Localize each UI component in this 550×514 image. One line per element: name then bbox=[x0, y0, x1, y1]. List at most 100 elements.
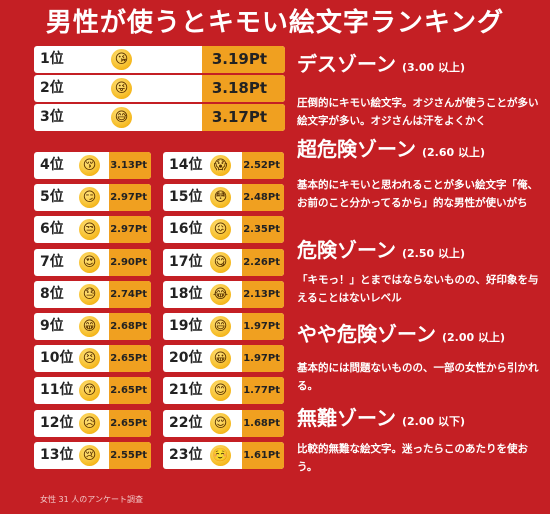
score-value: 2.65Pt bbox=[110, 417, 147, 429]
emoji-icon: 😂 bbox=[210, 283, 231, 305]
ranking-row: 8位 😓 2.74Pt bbox=[34, 280, 151, 308]
ranking-row: 1位 😘 3.19Pt bbox=[34, 46, 285, 73]
ranking-row: 5位 😏 2.97Pt bbox=[34, 184, 151, 212]
score-bar bbox=[242, 248, 284, 276]
ranking-row: 22位 😌 1.68Pt bbox=[163, 409, 284, 437]
ranking-row: 7位 😍 2.90Pt bbox=[34, 248, 151, 276]
score-bar bbox=[109, 280, 151, 308]
ranking-row: 4位 😚 3.13Pt bbox=[34, 152, 151, 179]
score-bar bbox=[242, 280, 284, 308]
score-bar bbox=[242, 184, 284, 212]
page-title: 男性が使うとキモい絵文字ランキング bbox=[45, 8, 505, 38]
zone-somewhat-dangerous-desc: 基本的には問題ないものの、一部の女性から引かれる。 bbox=[297, 362, 539, 392]
rank-label: 20位 bbox=[169, 350, 203, 367]
rank-label: 6位 bbox=[40, 221, 64, 238]
emoji-icon: 😱 bbox=[210, 155, 231, 176]
score-value: 2.65Pt bbox=[110, 385, 147, 397]
ranking-row: 12位 😥 2.65Pt bbox=[34, 409, 151, 437]
emoji-icon: 😍 bbox=[79, 251, 100, 273]
rank-label: 10位 bbox=[40, 350, 74, 367]
zone-dangerous-desc: 「キモっ！」とまではならないものの、好印象を与えることはないレベル bbox=[297, 274, 539, 304]
emoji-icon: 😁 bbox=[79, 316, 100, 337]
rank-label: 11位 bbox=[40, 382, 74, 399]
rank-label: 18位 bbox=[169, 285, 203, 302]
rank-label: 16位 bbox=[169, 221, 203, 238]
footnote: 女性 31 人のアンケート調査 bbox=[40, 495, 143, 504]
score-value: 2.26Pt bbox=[243, 256, 280, 268]
score-value: 3.13Pt bbox=[110, 160, 147, 171]
score-bar bbox=[242, 345, 284, 373]
ranking-row: 18位 😂 2.13Pt bbox=[163, 280, 284, 308]
ranking-row: 16位 😖 2.35Pt bbox=[163, 216, 284, 244]
emoji-icon: 😌 bbox=[210, 412, 231, 434]
score-bar bbox=[109, 248, 151, 276]
rank-label: 14位 bbox=[169, 157, 203, 173]
rank-label: 3位 bbox=[40, 109, 64, 125]
emoji-icon: 😳 bbox=[210, 187, 231, 209]
score-value: 1.77Pt bbox=[243, 385, 280, 397]
zone-death-heading: デスゾーン (3.00 以上) bbox=[297, 52, 466, 76]
rank-label: 7位 bbox=[40, 253, 64, 270]
score-value: 1.68Pt bbox=[243, 417, 280, 429]
score-value: 3.19Pt bbox=[211, 50, 267, 68]
rank-label: 17位 bbox=[169, 253, 203, 270]
zone-safe-heading: 無難ゾーン (2.00 以下) bbox=[297, 406, 466, 430]
score-bar bbox=[109, 409, 151, 437]
ranking-row: 20位 😀 1.97Pt bbox=[163, 345, 284, 373]
score-bar bbox=[242, 152, 284, 179]
zone-death-desc: 圧倒的にキモい絵文字。オジさんが使うことが多い絵文字が多い。オジさんは汗をよくか… bbox=[297, 97, 539, 127]
score-value: 1.97Pt bbox=[243, 353, 280, 365]
emoji-icon: 😅 bbox=[111, 107, 132, 128]
emoji-icon: 😊 bbox=[210, 380, 231, 402]
emoji-icon: 😢 bbox=[79, 444, 100, 466]
emoji-icon: 😥 bbox=[79, 412, 100, 434]
emoji-icon: 😣 bbox=[79, 348, 100, 370]
rank-label: 8位 bbox=[40, 285, 64, 302]
ranking-row: 10位 😣 2.65Pt bbox=[34, 345, 151, 373]
score-bar bbox=[242, 409, 284, 437]
score-bar bbox=[242, 313, 284, 340]
score-bar bbox=[109, 441, 151, 469]
score-bar bbox=[109, 152, 151, 179]
score-value: 2.13Pt bbox=[243, 288, 280, 300]
score-value: 2.48Pt bbox=[243, 192, 280, 204]
score-bar bbox=[109, 184, 151, 212]
ranking-row: 21位 😊 1.77Pt bbox=[163, 377, 284, 405]
score-bar bbox=[109, 345, 151, 373]
score-value: 2.90Pt bbox=[110, 256, 147, 268]
zone-very-dangerous-desc: 基本的にキモいと思われることが多い絵文字「俺、お前のこと分かってるから」的な男性… bbox=[297, 179, 538, 209]
ranking-row: 17位 😋 2.26Pt bbox=[163, 248, 284, 276]
score-value: 1.61Pt bbox=[243, 449, 280, 461]
score-value: 2.55Pt bbox=[110, 449, 147, 461]
emoji-icon: 😖 bbox=[210, 219, 231, 241]
score-value: 2.68Pt bbox=[110, 321, 147, 332]
ranking-row: 15位 😳 2.48Pt bbox=[163, 184, 284, 212]
zone-somewhat-dangerous-heading: やや危険ゾーン (2.00 以上) bbox=[297, 322, 506, 346]
ranking-row: 13位 😢 2.55Pt bbox=[34, 441, 151, 469]
rank-label: 19位 bbox=[169, 318, 203, 334]
emoji-icon: 😀 bbox=[210, 348, 231, 370]
rank-label: 9位 bbox=[40, 318, 64, 334]
ranking-row: 19位 😄 1.97Pt bbox=[163, 313, 284, 340]
score-value: 2.52Pt bbox=[243, 160, 280, 171]
rank-label: 15位 bbox=[169, 189, 203, 206]
ranking-row: 23位 ☺️ 1.61Pt bbox=[163, 441, 284, 469]
ranking-row: 3位 😅 3.17Pt bbox=[34, 104, 285, 131]
zone-very-dangerous-heading: 超危険ゾーン (2.60 以上) bbox=[297, 137, 486, 161]
rank-label: 5位 bbox=[40, 189, 64, 206]
emoji-icon: ☺️ bbox=[210, 444, 231, 466]
rank-label: 4位 bbox=[40, 157, 64, 173]
rank-label: 13位 bbox=[40, 446, 74, 463]
ranking-row: 14位 😱 2.52Pt bbox=[163, 152, 284, 179]
rank-label: 23位 bbox=[169, 446, 203, 463]
score-bar bbox=[202, 75, 285, 102]
emoji-icon: 😘 bbox=[111, 49, 132, 70]
score-value: 2.74Pt bbox=[110, 288, 147, 300]
score-value: 1.97Pt bbox=[243, 321, 280, 332]
zone-safe-desc: 比較的無難な絵文字。迷ったらこのあたりを使おう。 bbox=[297, 443, 528, 473]
score-value: 2.65Pt bbox=[110, 353, 147, 365]
score-bar bbox=[202, 104, 285, 131]
ranking-row: 11位 😙 2.65Pt bbox=[34, 377, 151, 405]
rank-label: 22位 bbox=[169, 414, 203, 431]
emoji-icon: 😏 bbox=[79, 187, 100, 209]
